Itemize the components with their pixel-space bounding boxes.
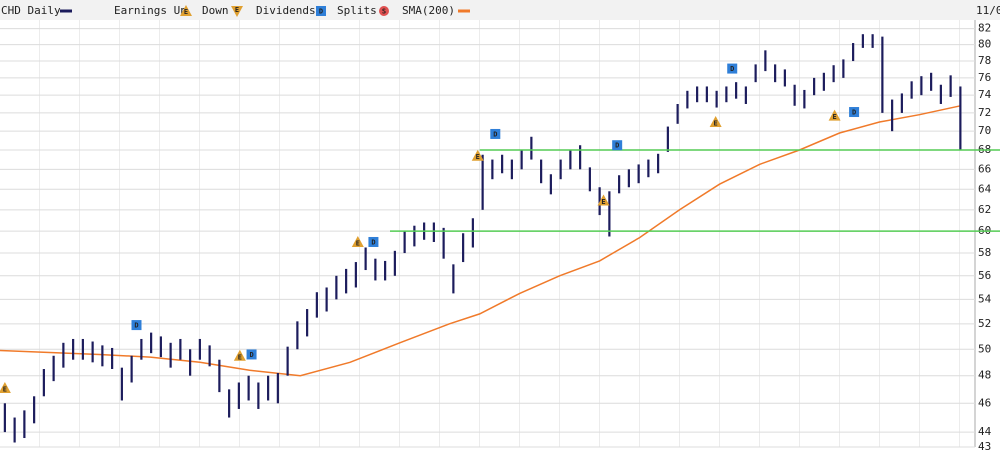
earnings-marker: E [0,381,11,393]
date-label: 11/0 [976,4,1000,17]
dividend-letter: D [134,322,138,330]
dividend-letter: D [493,130,497,138]
dividend-icon [490,128,501,139]
legend-label: Down [202,4,229,17]
dividend-letter: D [730,65,734,73]
legend-icon [379,6,389,16]
y-tick-label: 62 [978,203,991,216]
earnings-icon [709,115,722,127]
y-tick-label: 43 [978,440,991,453]
legend-label: SMA(200) [402,4,455,17]
legend-label: Dividends [256,4,316,17]
y-tick-label: 44 [978,425,992,438]
y-tick-label: 70 [978,124,991,137]
legend: CHD Daily Earnings Up E Down E Dividends… [1,4,1000,17]
earnings-marker: E [233,349,246,361]
earnings-icon [0,381,11,393]
sma-line [0,105,961,377]
legend-icon-letter: E [235,6,239,14]
earnings-letter: E [832,113,836,121]
legend-icon [316,6,326,16]
dividend-icon [849,107,860,118]
y-tick-label: 76 [978,71,991,84]
earnings-letter: E [238,353,242,361]
y-tick-label: 48 [978,369,991,382]
legend-label: Earnings Up [114,4,187,17]
dividend-letter: D [615,142,619,150]
y-tick-label: 80 [978,38,991,51]
earnings-icon [233,349,246,361]
y-tick-label: 56 [978,269,991,282]
y-tick-label: 52 [978,317,991,330]
legend-icon-letter: D [319,8,323,16]
legend-icon-letter: E [184,8,188,16]
dividend-marker: D [490,128,501,139]
header-bar [0,0,1000,20]
chart-title: CHD Daily [1,4,61,17]
earnings-letter: E [3,385,7,393]
y-tick-label: 74 [978,88,992,101]
earnings-icon [471,149,484,161]
legend-icon-letter: S [382,8,386,16]
legend-icon [180,5,192,16]
dividend-marker: D [849,107,860,118]
earnings-marker: E [351,235,364,247]
dividend-icon [131,320,142,331]
earnings-icon [597,194,610,206]
earnings-letter: E [356,239,360,247]
dividend-marker: D [246,349,257,360]
y-tick-label: 58 [978,246,991,259]
earnings-letter: E [476,153,480,161]
dividend-icon [368,236,379,247]
y-tick-label: 50 [978,342,991,355]
dividend-marker: D [131,320,142,331]
earnings-marker: E [597,194,610,206]
y-tick-label: 66 [978,162,991,175]
dividend-marker: D [368,236,379,247]
earnings-icon [828,109,841,121]
earnings-marker: E [709,115,722,127]
earnings-letter: E [714,119,718,127]
dividend-letter: D [852,109,856,117]
y-tick-label: 54 [978,292,992,305]
y-tick-label: 72 [978,106,991,119]
dividend-letter: D [249,351,253,359]
earnings-marker: E [828,109,841,121]
y-tick-label: 64 [978,182,992,195]
dividend-icon [727,63,738,74]
dividend-icon [612,140,623,151]
dividend-marker: D [612,140,623,151]
vertical-grid [0,20,975,447]
y-tick-label: 46 [978,396,991,409]
legend-icon [231,6,243,17]
dividend-icon [246,349,257,360]
earnings-marker: E [471,149,484,161]
y-tick-label: 78 [978,54,991,67]
legend-label: Splits [337,4,377,17]
earnings-icon [351,235,364,247]
dividend-marker: D [727,63,738,74]
dividend-letter: D [371,238,375,246]
y-tick-label: 82 [978,22,991,35]
earnings-letter: E [601,198,605,206]
